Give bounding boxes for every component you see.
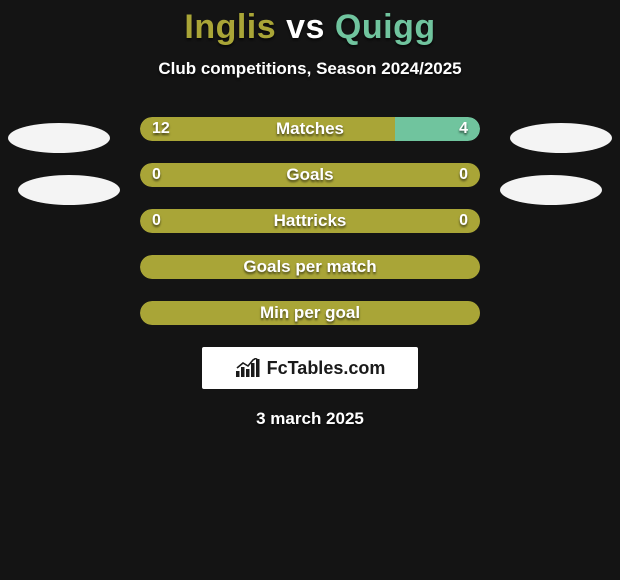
title-vs: vs: [286, 8, 325, 46]
stat-row: Min per goal: [0, 301, 620, 325]
stat-bar: Matches12 4: [140, 117, 480, 141]
stat-bar: Min per goal: [140, 301, 480, 325]
stat-bar: Goals per match: [140, 255, 480, 279]
watermark-text: FcTables.com: [267, 358, 386, 379]
stat-value-left: 12: [152, 117, 170, 141]
stat-label: Matches: [140, 117, 480, 141]
chart-bar-icon: [235, 358, 261, 378]
subtitle: Club competitions, Season 2024/2025: [0, 59, 620, 79]
stat-value-right: 0: [459, 163, 468, 187]
stat-row: Hattricks0 0: [0, 209, 620, 233]
stat-label: Min per goal: [140, 301, 480, 325]
stat-bar: Hattricks0 0: [140, 209, 480, 233]
date-text: 3 march 2025: [0, 409, 620, 429]
stat-bar: Goals0 0: [140, 163, 480, 187]
stat-value-left: 0: [152, 163, 161, 187]
stat-row: Goals0 0: [0, 163, 620, 187]
stat-row: Matches12 4: [0, 117, 620, 141]
title-player2: Quigg: [335, 8, 436, 46]
page-title: Inglis vs Quigg: [0, 0, 620, 47]
stat-value-left: 0: [152, 209, 161, 233]
stat-label: Hattricks: [140, 209, 480, 233]
title-player1: Inglis: [184, 8, 276, 46]
stat-value-right: 4: [459, 117, 468, 141]
stat-label: Goals: [140, 163, 480, 187]
stat-value-right: 0: [459, 209, 468, 233]
stat-label: Goals per match: [140, 255, 480, 279]
stat-row: Goals per match: [0, 255, 620, 279]
watermark-box: FcTables.com: [202, 347, 418, 389]
